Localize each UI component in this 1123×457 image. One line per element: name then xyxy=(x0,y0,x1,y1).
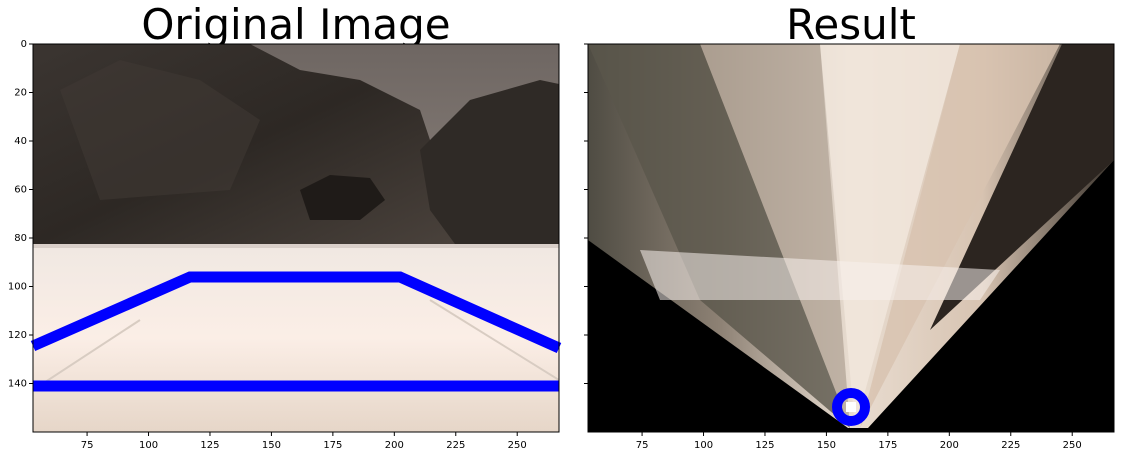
y-tick-label: 100 xyxy=(8,282,27,293)
axis-ticks: 75 100 125 150 175 200 225 250 0 20 40 60 80 100 120 14… xyxy=(8,39,1082,451)
trapezoid-line xyxy=(30,271,562,354)
y-tick-label: 140 xyxy=(8,379,27,390)
y-tick-label: 120 xyxy=(8,330,27,341)
x-tick-label: 125 xyxy=(755,440,774,451)
panel-title-original: Original Image xyxy=(141,0,450,49)
x-tick-label: 200 xyxy=(385,440,404,451)
result-image xyxy=(588,44,1114,432)
x-tick-label: 250 xyxy=(508,440,527,451)
x-tick-label: 150 xyxy=(817,440,836,451)
x-tick-label: 225 xyxy=(1001,440,1020,451)
x-tick-label: 175 xyxy=(323,440,342,451)
x-tick-label: 75 xyxy=(636,440,649,451)
x-tick-label: 225 xyxy=(446,440,465,451)
x-tick-label: 175 xyxy=(878,440,897,451)
y-tick-label: 40 xyxy=(14,136,27,147)
x-tick-label: 100 xyxy=(694,440,713,451)
panel-title-result: Result xyxy=(786,0,916,49)
x-tick-label: 150 xyxy=(262,440,281,451)
result-marker xyxy=(832,388,870,426)
x-tick-label: 250 xyxy=(1063,440,1082,451)
x-tick-label: 100 xyxy=(139,440,158,451)
y-tick-label: 80 xyxy=(14,233,27,244)
y-tick-label: 20 xyxy=(14,88,27,99)
original-image xyxy=(33,44,559,432)
x-tick-label: 75 xyxy=(81,440,94,451)
overlay-lines xyxy=(30,271,562,392)
x-tick-label: 200 xyxy=(940,440,959,451)
x-tick-label: 125 xyxy=(200,440,219,451)
y-tick-label: 0 xyxy=(21,39,27,50)
y-tick-label: 60 xyxy=(14,185,27,196)
